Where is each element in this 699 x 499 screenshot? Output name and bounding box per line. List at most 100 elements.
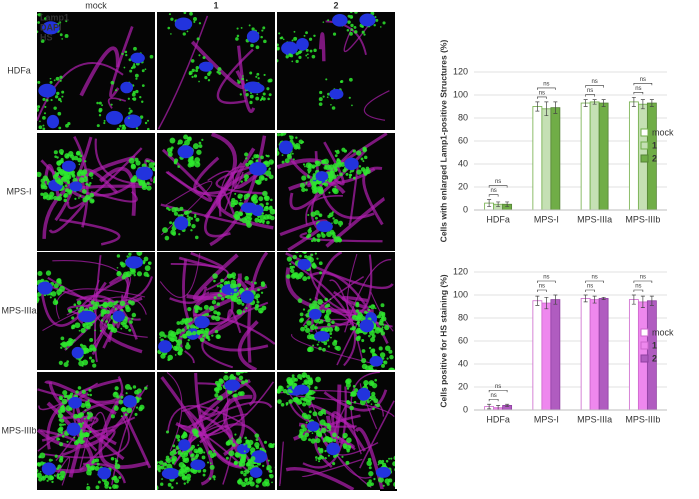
lamp1-puncta xyxy=(53,195,58,201)
nucleus xyxy=(314,331,330,342)
lamp1-puncta xyxy=(336,149,339,152)
lamp1-puncta xyxy=(243,372,248,373)
lamp1-puncta xyxy=(74,322,81,329)
lamp1-puncta xyxy=(77,386,82,390)
lamp1-puncta xyxy=(240,26,243,29)
lamp1-puncta xyxy=(208,477,212,480)
lamp1-puncta xyxy=(245,481,250,486)
lamp1-puncta xyxy=(61,95,64,98)
lamp1-puncta xyxy=(244,436,248,440)
nucleus xyxy=(246,83,265,94)
lamp1-puncta xyxy=(116,254,121,258)
y-tick-label: 60 xyxy=(458,335,468,345)
y-tick-label: 0 xyxy=(463,404,468,414)
hs-fiber xyxy=(318,32,326,62)
lamp1-puncta xyxy=(317,456,322,461)
legend-swatch xyxy=(640,128,649,137)
nucleus xyxy=(308,308,322,320)
lamp1-puncta xyxy=(290,268,295,274)
lamp1-puncta xyxy=(250,281,253,283)
lamp1-puncta xyxy=(349,327,353,331)
lamp1-puncta xyxy=(120,321,124,325)
lamp1-puncta xyxy=(236,27,239,30)
lamp1-puncta xyxy=(124,413,128,417)
lamp1-puncta xyxy=(169,137,176,144)
lamp1-puncta xyxy=(77,157,82,163)
lamp1-puncta xyxy=(362,148,367,153)
lamp1-puncta xyxy=(264,177,268,181)
lamp1-puncta xyxy=(233,460,238,466)
lamp1-puncta xyxy=(299,401,303,405)
nucleus xyxy=(249,467,263,478)
lamp1-puncta xyxy=(305,54,308,57)
lamp1-puncta xyxy=(113,303,115,306)
lamp1-puncta xyxy=(226,294,231,300)
lamp1-puncta xyxy=(202,56,206,60)
lamp1-puncta xyxy=(332,188,339,195)
hs-fiber xyxy=(98,167,137,216)
legend-label: 1 xyxy=(652,340,657,350)
lamp1-puncta xyxy=(303,415,308,420)
bar xyxy=(541,108,552,211)
lamp1-puncta xyxy=(83,350,87,355)
hs-fiber xyxy=(170,263,229,291)
lamp1-puncta xyxy=(277,399,282,404)
lamp1-puncta xyxy=(56,467,60,470)
lamp1-puncta xyxy=(68,341,73,346)
nucleus xyxy=(174,17,193,31)
lamp1-puncta xyxy=(45,178,50,182)
lamp1-puncta xyxy=(56,91,60,96)
micrograph xyxy=(157,12,275,130)
lamp1-puncta xyxy=(261,281,265,285)
lamp1-puncta xyxy=(49,80,53,84)
y-tick-label: 20 xyxy=(458,381,468,391)
lamp1-puncta xyxy=(40,39,45,43)
lamp1-puncta xyxy=(266,467,269,470)
significance-label: ns xyxy=(490,393,496,399)
nucleus xyxy=(120,81,134,94)
lamp1-puncta xyxy=(144,121,148,125)
nucleus xyxy=(315,171,329,182)
lamp1-puncta xyxy=(235,372,241,376)
lamp1-puncta xyxy=(136,271,143,277)
lamp1-puncta xyxy=(251,157,254,160)
lamp1-puncta xyxy=(228,450,235,457)
image-background xyxy=(277,12,395,130)
lamp1-puncta xyxy=(268,159,274,165)
hs-fiber xyxy=(310,271,389,344)
lamp1-puncta xyxy=(361,358,367,364)
lamp1-puncta xyxy=(349,405,354,411)
lamp1-puncta xyxy=(196,149,202,155)
lamp1-puncta xyxy=(262,92,266,96)
lamp1-puncta xyxy=(330,336,332,339)
lamp1-puncta xyxy=(277,150,280,156)
lamp1-puncta xyxy=(322,437,328,442)
lamp1-puncta xyxy=(44,105,47,109)
lamp1-puncta xyxy=(269,444,272,448)
nucleus xyxy=(135,166,153,181)
lamp1-puncta xyxy=(301,175,307,181)
lamp1-puncta xyxy=(249,94,254,99)
error-bar xyxy=(649,295,654,306)
lamp1-puncta xyxy=(98,114,102,117)
lamp1-puncta xyxy=(368,466,372,470)
lamp1-puncta xyxy=(300,435,307,442)
lamp1-puncta xyxy=(307,276,311,280)
lamp1-puncta xyxy=(63,176,67,179)
lamp1-puncta xyxy=(317,341,320,343)
lamp1-puncta xyxy=(371,352,377,357)
lamp1-puncta xyxy=(265,205,269,210)
lamp1-puncta xyxy=(170,331,177,338)
lamp1-puncta xyxy=(51,480,54,484)
lamp1-puncta xyxy=(105,309,110,314)
lamp1-puncta xyxy=(97,480,101,484)
error-bar xyxy=(496,201,501,207)
significance-bracket xyxy=(585,85,604,88)
lamp1-puncta xyxy=(80,327,86,334)
lamp1-puncta xyxy=(302,402,307,407)
lamp1-puncta xyxy=(139,95,142,99)
lamp1-puncta xyxy=(370,394,376,401)
lamp1-puncta xyxy=(144,386,148,390)
lamp1-puncta xyxy=(57,427,63,434)
lamp1-puncta xyxy=(255,484,259,488)
